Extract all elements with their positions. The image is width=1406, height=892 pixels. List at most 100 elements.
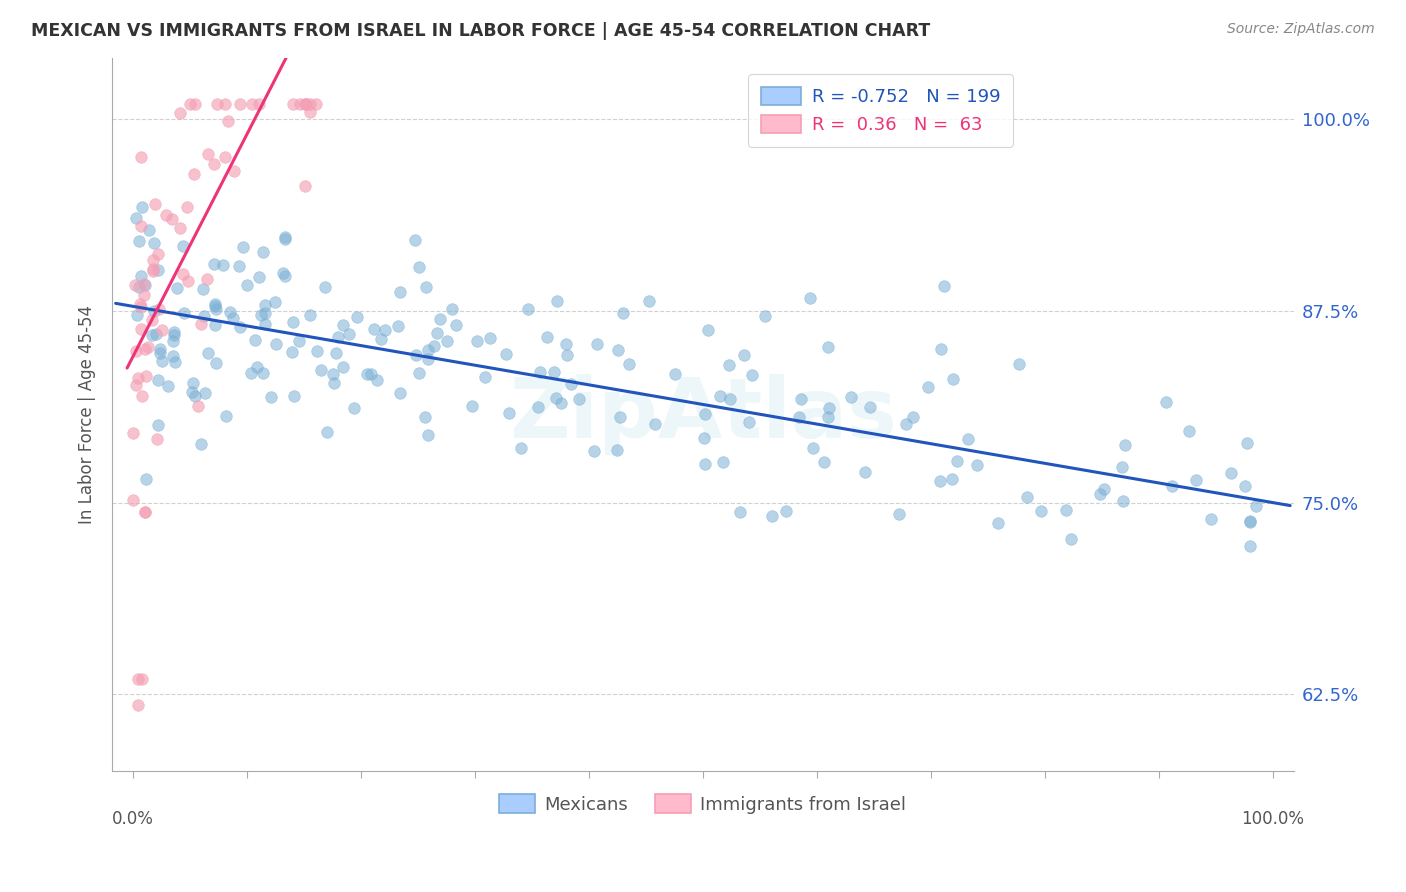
- Point: [693, 407, 716, 421]
- Point: [509, 441, 531, 455]
- Point: [263, 295, 285, 310]
- Point: [247, 269, 270, 284]
- Point: [775, 504, 797, 518]
- Point: [929, 342, 952, 356]
- Point: [205, 96, 228, 111]
- Point: [202, 157, 225, 171]
- Point: [527, 400, 550, 414]
- Point: [404, 233, 426, 247]
- Point: [148, 247, 170, 261]
- Point: [343, 401, 366, 415]
- Point: [145, 327, 167, 342]
- Point: [585, 337, 607, 351]
- Point: [295, 96, 318, 111]
- Point: [799, 291, 821, 305]
- Point: [172, 267, 194, 281]
- Point: [1184, 473, 1206, 487]
- Point: [374, 323, 396, 337]
- Point: [184, 96, 207, 111]
- Point: [165, 355, 187, 369]
- Point: [738, 415, 761, 429]
- Point: [550, 396, 572, 410]
- Point: [141, 328, 163, 343]
- Point: [204, 296, 226, 310]
- Point: [129, 268, 152, 283]
- Point: [173, 305, 195, 319]
- Point: [1092, 483, 1115, 497]
- Point: [235, 277, 257, 292]
- Point: [202, 258, 225, 272]
- Point: [1060, 532, 1083, 546]
- Point: [389, 385, 412, 400]
- Point: [790, 392, 813, 406]
- Point: [987, 516, 1010, 530]
- Point: [253, 317, 276, 331]
- Point: [193, 386, 215, 401]
- Point: [127, 672, 149, 686]
- Point: [644, 417, 666, 431]
- Point: [214, 150, 236, 164]
- Point: [582, 443, 605, 458]
- Point: [160, 212, 183, 227]
- Point: [1239, 515, 1261, 529]
- Point: [129, 297, 152, 311]
- Point: [966, 458, 988, 472]
- Point: [295, 96, 318, 111]
- Point: [177, 274, 200, 288]
- Point: [134, 505, 156, 519]
- Point: [142, 252, 165, 267]
- Point: [609, 409, 631, 424]
- Point: [818, 401, 841, 416]
- Point: [205, 301, 228, 316]
- Point: [555, 348, 578, 362]
- Text: 100.0%: 100.0%: [1241, 810, 1305, 828]
- Point: [146, 373, 169, 387]
- Point: [128, 280, 150, 294]
- Point: [134, 343, 156, 357]
- Point: [149, 342, 172, 356]
- Point: [946, 454, 969, 468]
- Point: [728, 505, 751, 519]
- Point: [408, 366, 430, 380]
- Point: [1088, 487, 1111, 501]
- Point: [546, 294, 568, 309]
- Point: [316, 425, 339, 439]
- Point: [567, 392, 589, 406]
- Point: [121, 492, 143, 507]
- Point: [1220, 466, 1243, 480]
- Point: [274, 269, 297, 284]
- Point: [127, 309, 149, 323]
- Point: [929, 474, 952, 488]
- Point: [305, 343, 328, 358]
- Point: [664, 367, 686, 381]
- Point: [325, 346, 347, 360]
- Point: [245, 334, 267, 348]
- Point: [146, 432, 169, 446]
- Point: [941, 472, 963, 486]
- Point: [217, 114, 239, 128]
- Point: [429, 311, 451, 326]
- Point: [162, 334, 184, 349]
- Point: [281, 344, 304, 359]
- Point: [544, 392, 567, 406]
- Point: [252, 245, 274, 260]
- Point: [1199, 512, 1222, 526]
- Point: [917, 380, 939, 394]
- Point: [204, 300, 226, 314]
- Point: [197, 346, 219, 360]
- Point: [129, 322, 152, 336]
- Point: [718, 358, 741, 372]
- Text: ZipAtlas: ZipAtlas: [509, 374, 897, 455]
- Point: [894, 417, 917, 431]
- Point: [346, 310, 368, 324]
- Point: [132, 277, 155, 292]
- Point: [195, 272, 218, 286]
- Point: [693, 431, 716, 445]
- Point: [142, 262, 165, 277]
- Point: [125, 343, 148, 358]
- Point: [271, 266, 294, 280]
- Point: [283, 315, 305, 329]
- Point: [859, 400, 882, 414]
- Point: [495, 347, 517, 361]
- Point: [204, 318, 226, 332]
